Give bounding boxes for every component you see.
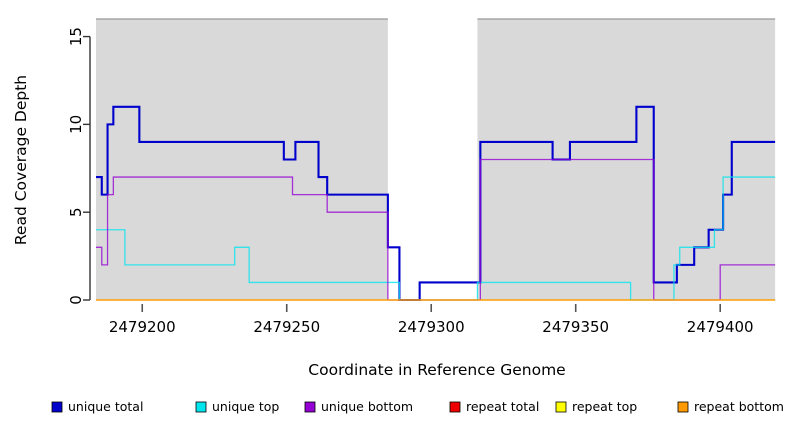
x-tick-label-2479200: 2479200 xyxy=(109,318,176,336)
x-axis-title: Coordinate in Reference Genome xyxy=(308,361,565,379)
legend-label-unique-total: unique total xyxy=(68,399,143,414)
series-unique-total xyxy=(96,105,776,302)
y-axis: 0 5 10 15 xyxy=(67,27,91,305)
legend-label-repeat-bottom: repeat bottom xyxy=(694,399,784,414)
x-tick-label-2479300: 2479300 xyxy=(398,318,465,336)
legend-swatch-unique-top xyxy=(195,401,207,413)
series-lines xyxy=(96,105,776,302)
y-tick-label-0: 0 xyxy=(67,295,85,305)
y-tick-label-10: 10 xyxy=(67,115,85,134)
legend-label-unique-bottom: unique bottom xyxy=(321,399,413,414)
y-tick-label-15: 15 xyxy=(67,27,85,46)
legend-label-repeat-total: repeat total xyxy=(466,399,539,414)
x-tick-label-2479400: 2479400 xyxy=(687,318,754,336)
shaded-regions xyxy=(96,19,776,300)
legend-swatch-unique-bottom xyxy=(304,401,316,413)
legend-swatch-unique-total xyxy=(51,401,63,413)
series-unique-bottom xyxy=(96,158,776,301)
y-axis-title: Read Coverage Depth xyxy=(12,75,30,245)
shaded-region-0 xyxy=(96,19,388,300)
legend: unique total unique top unique bottom repea… xyxy=(51,399,784,414)
legend-label-repeat-top: repeat top xyxy=(572,399,637,414)
x-tick-label-2479350: 2479350 xyxy=(542,318,609,336)
legend-swatch-repeat-total xyxy=(449,401,461,413)
legend-swatch-repeat-bottom xyxy=(677,401,689,413)
x-tick-label-2479250: 2479250 xyxy=(253,318,320,336)
series-unique-top xyxy=(96,176,776,301)
y-tick-label-5: 5 xyxy=(67,207,85,217)
legend-label-unique-top: unique top xyxy=(212,399,279,414)
x-axis: 2479200 2479250 2479300 2479350 2479400 xyxy=(109,304,754,336)
legend-swatch-repeat-top xyxy=(555,401,567,413)
